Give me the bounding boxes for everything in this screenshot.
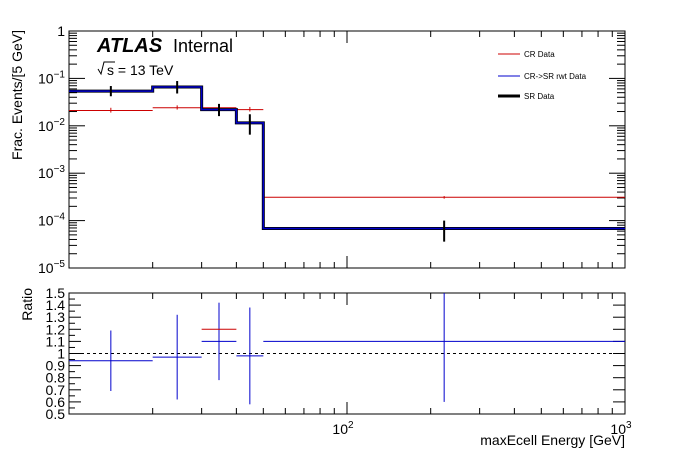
upper-y-tick-label: 10−2 [38, 117, 65, 134]
series-sr-data [69, 85, 625, 231]
lower-y-tick-label: 1.2 [46, 321, 66, 337]
lower-y-tick-label: 0.8 [46, 370, 66, 386]
x-tick-label: 102 [332, 420, 354, 437]
upper-y-tick-label: 10−1 [38, 69, 65, 86]
upper-y-tick-label: 10−5 [38, 259, 65, 276]
atlas-sublabel: Internal [173, 36, 233, 56]
plot-labels: ATLAS Internal s = 13 TeV Frac. Events/[… [9, 30, 625, 448]
lower-y-tick-label: 1.4 [46, 297, 66, 313]
lower-y-tick-label: 1.1 [46, 333, 66, 349]
legend: CR Data CR->SR rwt Data SR Data [498, 50, 587, 101]
upper-y-tick-label: 1 [57, 23, 65, 39]
lower-panel: 102 103 0.50.60.70.80.911.11.21.31.41.5 [46, 285, 632, 437]
legend-label: SR Data [524, 92, 555, 101]
lower-y-tick-label: 1.3 [46, 309, 66, 325]
upper-y-tick-label: 10−4 [38, 212, 65, 229]
lower-y-tick-label: 0.9 [46, 358, 66, 374]
lower-y-tick-label: 0.5 [46, 406, 66, 422]
lower-y-tick-label: 1.5 [46, 285, 66, 301]
lower-y-tick-label: 0.7 [46, 382, 66, 398]
upper-ylabel: Frac. Events/[5 GeV] [9, 30, 25, 160]
energy-label: s = 13 TeV [107, 62, 174, 78]
series-cr-sr-rwt-data [69, 86, 625, 230]
upper-panel: 1 10−1 10−2 10−3 10−4 10−5 [38, 23, 626, 276]
legend-label: CR Data [524, 50, 555, 59]
x-tick-label: 103 [610, 420, 632, 437]
lower-ylabel: Ratio [19, 288, 35, 321]
sqrt-symbol [97, 61, 115, 76]
upper-y-tick-label: 10−3 [38, 164, 65, 181]
lower-y-tick-label: 0.6 [46, 394, 66, 410]
x-axis-label: maxEcell Energy [GeV] [480, 432, 625, 448]
lower-y-tick-label: 1 [57, 346, 65, 362]
legend-label: CR->SR rwt Data [524, 72, 587, 81]
atlas-label: ATLAS [96, 35, 163, 57]
